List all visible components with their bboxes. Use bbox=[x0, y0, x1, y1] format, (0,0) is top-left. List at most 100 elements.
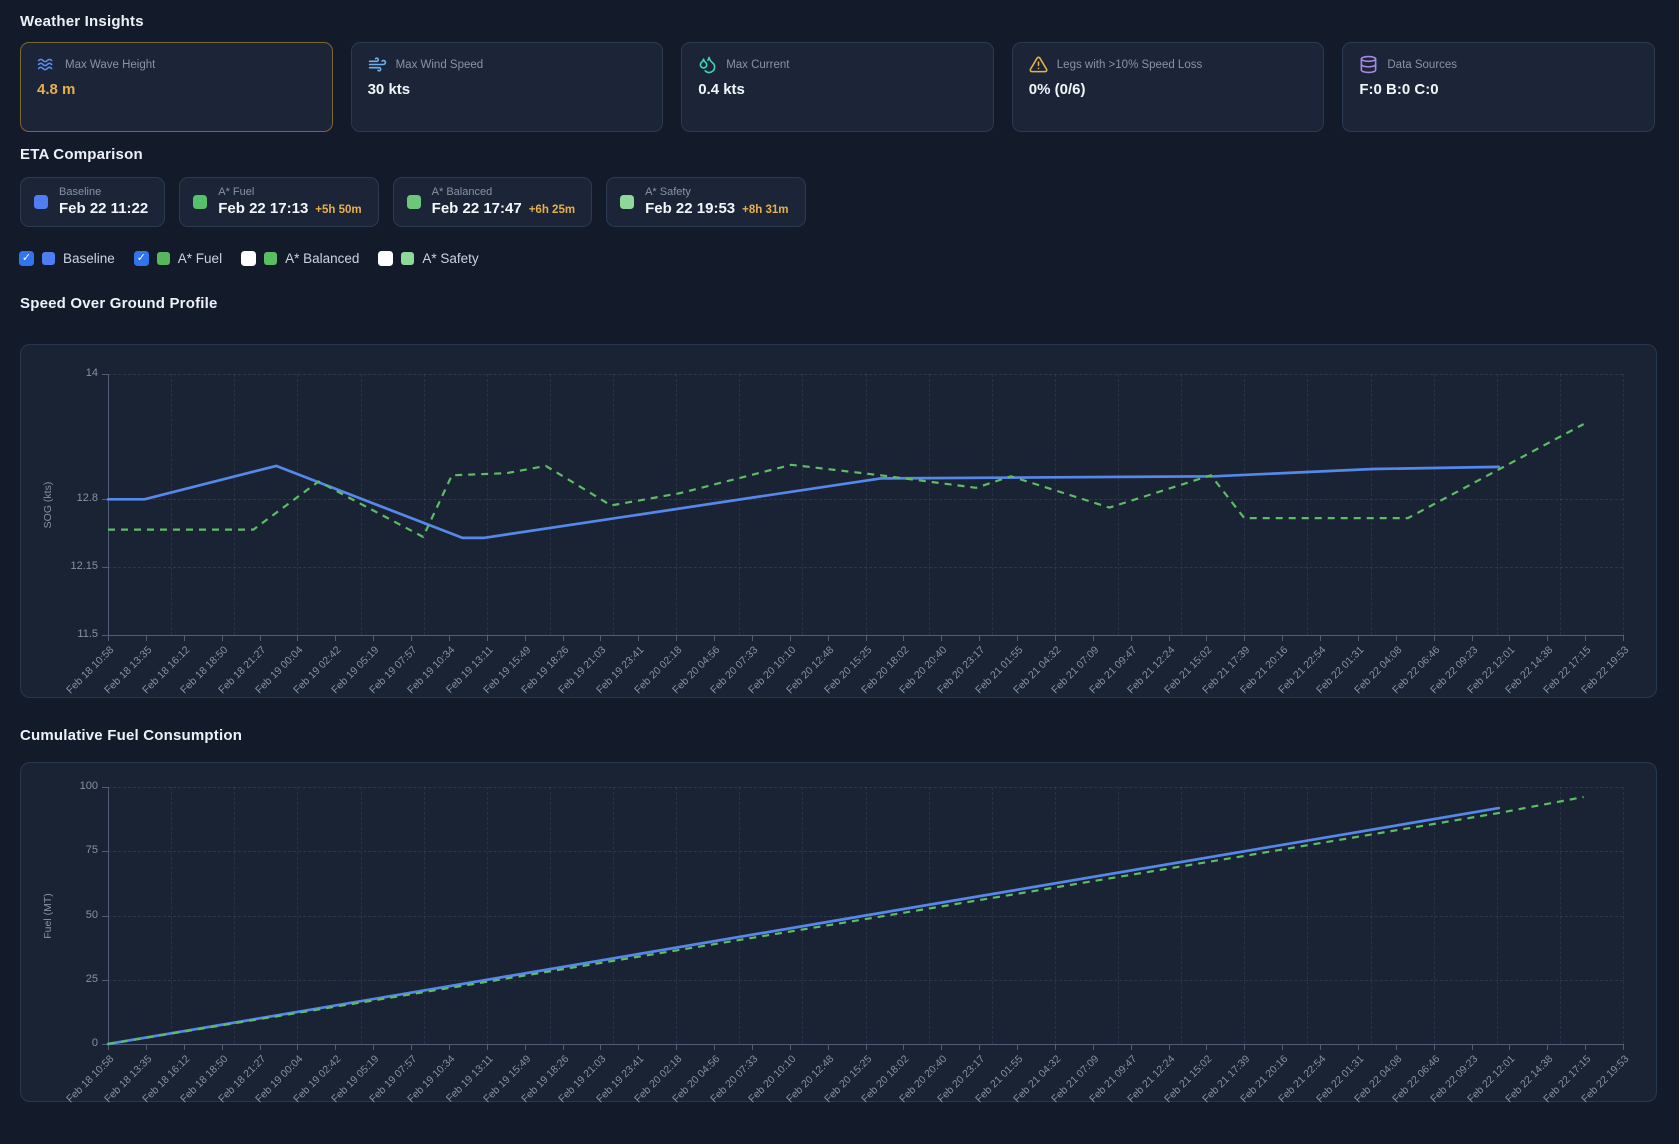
weather-card-value: F:0 B:0 C:0 bbox=[1359, 81, 1439, 98]
x-tick-mark bbox=[108, 1044, 109, 1050]
series-toggle-a-balanced[interactable]: A* Balanced bbox=[241, 251, 359, 266]
x-tick-mark bbox=[1547, 1044, 1549, 1050]
v-gridline bbox=[171, 374, 173, 635]
h-gridline bbox=[108, 567, 1623, 569]
series-toggle-baseline[interactable]: ✓ Baseline bbox=[19, 251, 115, 266]
v-gridline bbox=[1496, 374, 1498, 635]
wind-icon bbox=[368, 55, 387, 74]
eta-card-label: Baseline bbox=[59, 186, 102, 198]
x-tick-mark bbox=[562, 1044, 564, 1050]
v-gridline bbox=[928, 374, 930, 635]
fuel-consumption-chart: 0 25 50 75 100 Feb 18 10:58 Feb 18 13:35 Feb 18… bbox=[20, 762, 1657, 1105]
weather-card-label: Max Wave Height bbox=[65, 58, 156, 71]
series-color-swatch bbox=[401, 252, 415, 265]
x-tick-mark bbox=[183, 1044, 185, 1050]
series-line-baseline bbox=[106, 464, 1501, 540]
eta-delta-badge: +5h 50m bbox=[315, 204, 362, 216]
x-tick-mark bbox=[297, 1044, 299, 1050]
eta-card-label: A* Safety bbox=[645, 186, 691, 198]
y-tick-mark bbox=[102, 851, 108, 853]
checkbox-unchecked[interactable] bbox=[241, 251, 257, 266]
y-axis-tick-label: 25 bbox=[85, 972, 98, 985]
y-axis-tick-label: 12.15 bbox=[70, 560, 98, 573]
series-line-baseline bbox=[106, 806, 1501, 1046]
x-tick-mark bbox=[1244, 635, 1246, 641]
waves-icon bbox=[37, 55, 56, 74]
x-tick-mark bbox=[1471, 635, 1473, 641]
x-tick-mark bbox=[1206, 1044, 1208, 1050]
checkbox-checked[interactable]: ✓ bbox=[133, 251, 149, 266]
weather-card-value: 0.4 kts bbox=[698, 81, 745, 98]
x-tick-mark bbox=[1433, 1044, 1435, 1050]
x-tick-mark bbox=[751, 635, 753, 641]
y-axis-title: SOG (kts) bbox=[42, 481, 54, 528]
x-tick-mark bbox=[941, 1044, 943, 1050]
v-gridline bbox=[234, 787, 236, 1044]
x-tick-mark bbox=[1282, 1044, 1284, 1050]
h-gridline bbox=[108, 787, 1623, 788]
eta-delta-badge: +6h 25m bbox=[528, 204, 576, 216]
v-gridline bbox=[1623, 374, 1624, 635]
y-tick-mark bbox=[102, 915, 108, 917]
v-gridline bbox=[739, 787, 741, 1044]
series-toggle-a-fuel[interactable]: ✓ A* Fuel bbox=[133, 251, 223, 266]
y-axis-title: Fuel (MT) bbox=[42, 892, 54, 939]
weather-card-waves: Max Wave Height 4.8 m bbox=[20, 42, 333, 132]
eta-value: Feb 22 11:22 bbox=[59, 200, 149, 217]
x-tick-mark bbox=[297, 635, 299, 641]
series-line-a-fuel bbox=[108, 423, 1585, 538]
x-tick-mark bbox=[1320, 635, 1321, 641]
v-gridline bbox=[991, 787, 993, 1044]
x-tick-mark bbox=[676, 635, 678, 641]
checkbox-checked[interactable]: ✓ bbox=[19, 251, 34, 266]
x-tick-mark bbox=[714, 1044, 715, 1050]
weather-cards-row: Max Wave Height 4.8 m Max Wind Speed 30 kts… bbox=[20, 42, 1655, 132]
y-axis-line bbox=[108, 374, 109, 635]
droplets-icon bbox=[698, 55, 717, 74]
x-tick-mark bbox=[789, 635, 791, 641]
x-tick-mark bbox=[1509, 635, 1511, 641]
series-color-swatch bbox=[264, 252, 278, 265]
x-tick-mark bbox=[827, 1044, 829, 1050]
series-toggle-label[interactable]: A* Fuel bbox=[177, 251, 223, 266]
y-tick-mark bbox=[102, 567, 108, 569]
x-tick-mark bbox=[524, 635, 526, 641]
x-tick-mark bbox=[1395, 635, 1397, 641]
x-tick-mark bbox=[1130, 635, 1132, 641]
series-toggle-label[interactable]: A* Safety bbox=[422, 251, 479, 266]
v-gridline bbox=[676, 787, 678, 1044]
h-gridline bbox=[108, 979, 1623, 981]
series-toggle-label[interactable]: Baseline bbox=[63, 251, 115, 266]
weather-card-value: 0% (0/6) bbox=[1028, 81, 1086, 98]
v-gridline bbox=[297, 787, 299, 1044]
x-tick-mark bbox=[1547, 635, 1549, 641]
x-tick-mark bbox=[865, 1044, 867, 1050]
weather-card-label: Max Wind Speed bbox=[395, 58, 484, 71]
v-gridline bbox=[1559, 787, 1561, 1044]
x-tick-mark bbox=[486, 635, 488, 641]
series-toggle-label[interactable]: A* Balanced bbox=[285, 251, 360, 266]
x-tick-mark bbox=[145, 635, 147, 641]
v-gridline bbox=[802, 374, 804, 635]
v-gridline bbox=[423, 374, 425, 635]
v-gridline bbox=[234, 374, 236, 635]
weather-card-label: Legs with >10% Speed Loss bbox=[1056, 58, 1203, 71]
x-tick-mark bbox=[221, 635, 223, 641]
x-tick-mark bbox=[411, 635, 412, 641]
x-tick-mark bbox=[1054, 635, 1056, 641]
checkbox-unchecked[interactable] bbox=[378, 251, 394, 266]
h-gridline bbox=[108, 499, 1623, 501]
series-toggle-a-safety[interactable]: A* Safety bbox=[378, 251, 479, 266]
eta-delta-badge: +8h 31m bbox=[742, 204, 789, 216]
y-tick-mark bbox=[102, 374, 108, 375]
warning-icon bbox=[1029, 55, 1048, 74]
v-gridline bbox=[171, 787, 173, 1044]
weather-card-warning: Legs with >10% Speed Loss 0% (0/6) bbox=[1011, 42, 1325, 132]
v-gridline bbox=[1118, 374, 1119, 635]
series-color-swatch bbox=[42, 252, 55, 265]
v-gridline bbox=[423, 787, 425, 1044]
v-gridline bbox=[486, 374, 488, 635]
eta-value: Feb 22 19:53 bbox=[645, 200, 736, 217]
v-gridline bbox=[1559, 374, 1561, 635]
x-tick-mark bbox=[903, 1044, 905, 1050]
